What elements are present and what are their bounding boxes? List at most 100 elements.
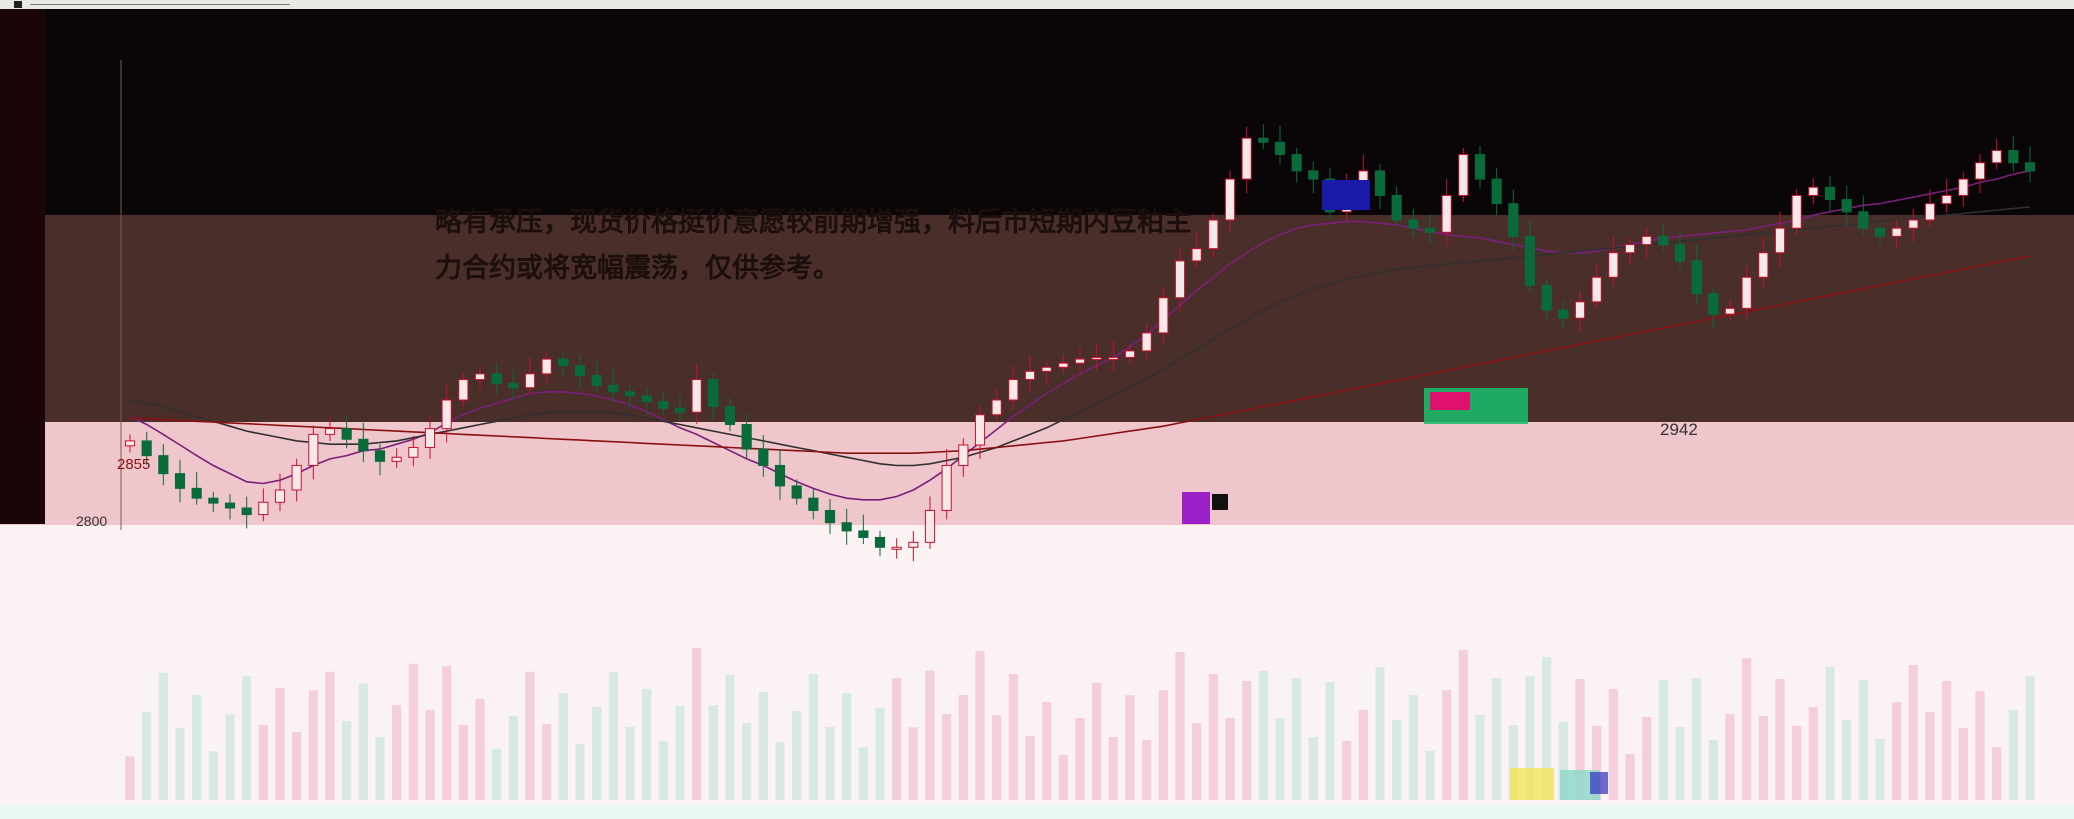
volume-bar	[1625, 754, 1635, 800]
candle	[491, 362, 502, 396]
candle	[1058, 354, 1069, 374]
candle	[1524, 220, 1536, 292]
volume-bar	[1575, 679, 1585, 800]
volume-bar	[308, 690, 318, 800]
candle	[1724, 299, 1736, 321]
candle	[141, 431, 152, 465]
volume-bar	[1225, 718, 1235, 800]
candle	[1841, 185, 1852, 226]
window-top-strip	[0, 0, 2074, 9]
candle	[958, 438, 969, 477]
volume-bar	[1342, 741, 1352, 800]
volume-bar	[892, 678, 902, 800]
volume-bar	[1742, 658, 1752, 800]
candle	[1908, 208, 1919, 243]
volume-bar	[1775, 679, 1785, 800]
volume-bar	[1192, 723, 1202, 800]
price-label-axis: 2800	[76, 513, 108, 529]
candles	[124, 124, 2036, 562]
candle	[1858, 195, 1869, 235]
candle	[2024, 146, 2036, 183]
volume-bar	[1975, 691, 1985, 800]
candle	[1141, 323, 1152, 360]
candle	[1208, 213, 1219, 258]
candle	[1758, 238, 1769, 289]
candle	[1674, 230, 1686, 270]
volume-bar	[508, 716, 518, 800]
volume-bar	[1208, 674, 1218, 800]
candle	[691, 363, 702, 424]
candle	[1124, 344, 1136, 364]
candle	[358, 422, 369, 463]
candle	[1224, 170, 1236, 232]
candle	[808, 489, 819, 520]
volume-bar	[1892, 702, 1902, 800]
volume-bar	[1358, 710, 1368, 800]
candle	[1008, 365, 1019, 409]
candle	[441, 383, 452, 443]
left-axis-rail	[0, 9, 45, 524]
volume-bar	[1708, 740, 1718, 800]
chart-annotation: 略有承压，现货价格挺价意愿较前期增强，料后市短期内豆粕主 力合约或将宽幅震荡，仅…	[435, 200, 1295, 292]
volume-bar	[825, 727, 835, 800]
volume-bar	[275, 688, 285, 800]
volume-bar	[1492, 678, 1502, 800]
candle	[1158, 286, 1169, 345]
volume-bar	[1908, 665, 1918, 800]
volume-bar	[1758, 716, 1768, 800]
volume-bar	[1292, 678, 1302, 800]
volume-bar	[208, 751, 218, 800]
candle	[458, 373, 469, 407]
volume-bar	[958, 695, 968, 800]
volume-bar	[225, 714, 235, 800]
candle	[1491, 167, 1502, 216]
volume-bar	[792, 711, 802, 800]
candle	[174, 459, 186, 503]
volume-bar	[1308, 737, 1318, 800]
volume-bar	[642, 688, 652, 800]
volume-bar	[1125, 695, 1135, 800]
volume-bar	[875, 707, 885, 800]
candle	[1808, 178, 1819, 205]
candle	[1291, 148, 1302, 183]
volume-bar	[1692, 678, 1702, 800]
volume-bar	[758, 692, 768, 800]
volume-bar	[2025, 676, 2035, 800]
volume-bar	[125, 756, 135, 800]
volume-bar	[1592, 726, 1602, 800]
candle	[1024, 355, 1036, 391]
candle	[424, 414, 436, 459]
candle	[924, 496, 936, 549]
candle	[608, 368, 619, 401]
volume-bar	[175, 728, 185, 800]
volume-bar	[1942, 681, 1952, 800]
artifact-blue-block	[1322, 180, 1370, 210]
volume-bar	[725, 674, 735, 800]
price-label-high: 2855	[117, 456, 151, 473]
volume-bar	[1542, 657, 1552, 800]
candle	[641, 386, 652, 416]
candle	[1508, 189, 1519, 251]
volume-bar	[925, 670, 935, 800]
candle	[1658, 224, 1669, 252]
volume-bar	[1992, 747, 2002, 800]
volume-bar	[625, 727, 635, 800]
candle	[824, 499, 836, 535]
candle	[624, 385, 636, 408]
candle	[1874, 221, 1886, 246]
candle	[1474, 145, 1486, 189]
candle	[758, 435, 769, 477]
volume-bar	[325, 671, 335, 800]
volume-bar	[242, 676, 252, 800]
volume-bar	[158, 672, 168, 800]
candle	[1941, 179, 1952, 213]
volume-bar	[142, 712, 152, 800]
volume-bar	[592, 706, 602, 800]
volume-bar	[525, 671, 535, 800]
artifact-purple-block	[1182, 492, 1210, 524]
volume-bar	[1508, 725, 1518, 800]
volume-bar	[1142, 739, 1152, 800]
volume-bar	[358, 683, 368, 800]
volume-bar	[1425, 751, 1435, 800]
candle	[1774, 211, 1786, 267]
